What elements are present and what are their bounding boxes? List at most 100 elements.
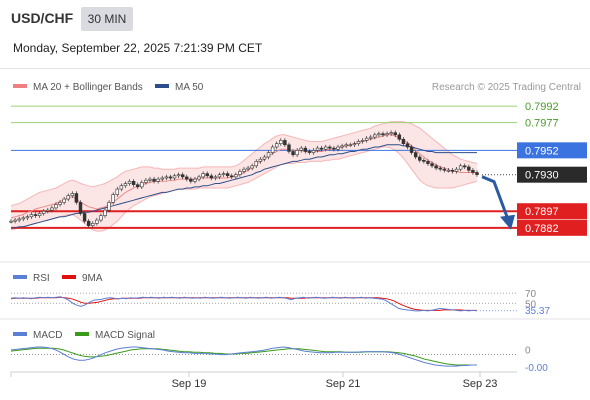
candle-body [17,218,21,221]
candle-body [86,220,91,226]
candle-body [368,136,373,139]
forecast-arrow-head [500,214,515,230]
candle-body [307,151,312,153]
ma50-legend-label: MA 50 [175,82,204,93]
candle-body [99,215,103,221]
candle-body [360,140,365,142]
level-0-7930-tag [517,166,587,183]
level-0-7992-label: 0.7992 [525,101,559,113]
x-tick-label: Sep 21 [326,378,361,390]
candle-body [242,168,246,172]
candle-body [434,165,438,169]
level-0-7930-label: 0.7930 [525,170,559,182]
candle-body [389,132,393,135]
candle-body [185,176,189,180]
candle-body [471,169,475,173]
candle-body [291,151,295,156]
candle-body [225,173,230,177]
candle-body [377,133,381,136]
timestamp: Monday, September 22, 2025 7:21:39 PM CE… [13,41,263,55]
candle-body [426,161,430,164]
candle-body [332,147,336,150]
macd-signal-legend-label: MACD Signal [95,330,155,341]
rsi-line [10,296,478,312]
candle-body [74,193,79,203]
candle-body [189,178,193,182]
macd-signal-legend-swatch [75,332,89,336]
price-levels [11,105,517,229]
rsi-level-label-50: 50 [525,299,537,310]
candle-body [393,132,397,136]
forecast-arrow-shaft [481,175,509,218]
rsi-current-value: 35.37 [525,306,550,317]
candle-body [103,209,107,216]
candle-body [442,168,447,171]
candle-body [160,177,164,180]
rsi-ma-line [10,296,477,311]
candle-body [254,161,258,167]
candle-body [144,179,148,183]
x-tick-label: Sep 19 [172,378,207,390]
candle-body [205,173,209,177]
candle-body [446,169,451,172]
candle-body [41,210,46,214]
candle-body [25,216,30,219]
candle-body [111,194,115,203]
x-tick-label: Sep 23 [463,378,498,390]
macd-line [10,346,477,367]
candle-body [230,175,234,178]
bollinger-band-fill [11,121,477,232]
candle-body [221,173,226,175]
candle-body [287,144,291,152]
level-0-7977-label: 0.7977 [525,118,559,130]
candle-body [164,176,169,179]
currency-pair-title: USD/CHF [11,10,74,26]
candle-body [238,171,242,175]
candle-body [37,213,42,216]
candles [9,130,479,228]
candle-body [274,143,279,148]
bollinger-legend-swatch [13,84,27,88]
candle-body [180,174,185,178]
candle-body [454,168,459,172]
candle-body [438,167,442,170]
macd-legend-label: MACD [33,330,62,341]
bollinger-legend-label: MA 20 + Bollinger Bands [33,82,143,93]
macd-level-label-0: 0 [525,346,531,357]
source-credit: Research © 2025 Trading Central [432,82,581,93]
candle-body [405,143,410,148]
candle-body [9,220,13,223]
candle-body [283,140,287,146]
candle-body [21,217,25,220]
rsi-legend-label: RSI [33,273,50,284]
candle-body [401,138,406,145]
macd-legend-swatch [13,332,27,336]
candle-body [127,181,132,184]
candle-body [107,202,111,211]
candle-body [172,175,177,179]
level-0-7897-tag [517,203,587,220]
candle-body [234,174,238,178]
candle-body [295,150,299,156]
timeframe-badge[interactable]: 30 MIN [81,7,133,31]
candle-body [66,195,70,200]
macd-panel: 0 -0.00 [10,346,548,374]
candle-body [46,209,50,212]
candle-body [115,188,120,195]
candle-body [430,163,434,167]
level-0-7882-tag [517,219,587,236]
candle-body [78,202,83,214]
candle-body [213,176,218,179]
candle-body [463,165,467,168]
ma50-legend-swatch [155,84,169,88]
candle-body [413,152,418,158]
candle-body [324,146,328,150]
candle-body [409,146,414,153]
candle-body [201,173,205,178]
candle-body [152,178,156,182]
candle-body [270,146,275,153]
candle-body [123,183,128,187]
forecast-arrow [481,175,515,230]
macd-signal-line [10,347,477,366]
